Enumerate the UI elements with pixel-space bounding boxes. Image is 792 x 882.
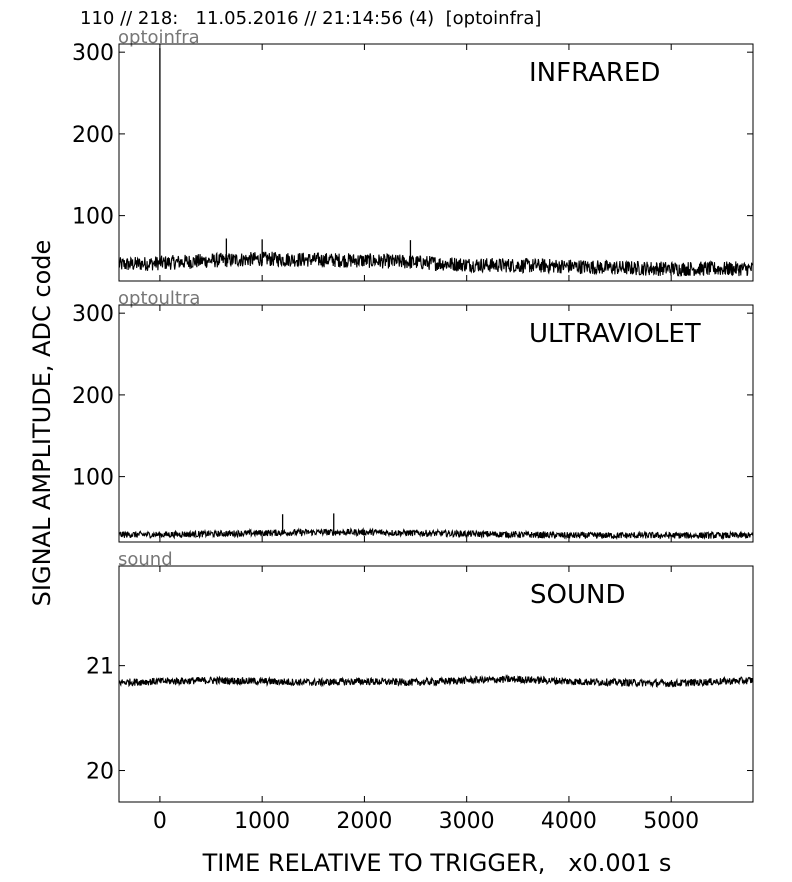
y-tick-label: 200 [72,384,114,409]
signal-trace [118,674,754,689]
panel-sound: 0 1000 2000 3000 4000 5000 20 21 SOUND [86,565,754,834]
y-tick-label: 300 [72,41,114,66]
panel-optoultra: 100 200 300 ULTRAVIOLET [72,302,754,543]
y-tick-label: 100 [72,205,114,230]
panel-optoinfra: 100 200 300 INFRARED [72,41,754,282]
x-axis-label: TIME RELATIVE TO TRIGGER, x0.001 s [202,849,672,877]
y-tick-label: 300 [72,302,114,327]
panel-name-ultraviolet: optoultra [118,288,201,309]
signal-trace [118,527,754,541]
panel-annotation: INFRARED [529,58,660,88]
panel-name-sound: sound [118,549,173,570]
x-tick-label: 4000 [541,809,597,834]
y-tick-label: 21 [86,655,114,680]
x-tick-label: 2000 [336,809,392,834]
y-tick-label: 100 [72,466,114,491]
signal-trace [118,251,754,277]
x-tick-label: 5000 [643,809,699,834]
panel-name-infrared: optoinfra [118,27,200,48]
x-tick-label: 1000 [234,809,290,834]
panel-annotation: SOUND [530,580,625,610]
x-tick-label: 0 [153,809,167,834]
y-tick-label: 200 [72,123,114,148]
x-tick-label: 3000 [439,809,495,834]
y-tick-label: 20 [86,760,114,785]
panel-annotation: ULTRAVIOLET [529,319,701,349]
panel-frame [118,304,754,543]
figure-title: 110 // 218: 11.05.2016 // 21:14:56 (4) [… [80,8,542,29]
panel-frame [118,565,754,803]
panel-frame [118,43,754,282]
